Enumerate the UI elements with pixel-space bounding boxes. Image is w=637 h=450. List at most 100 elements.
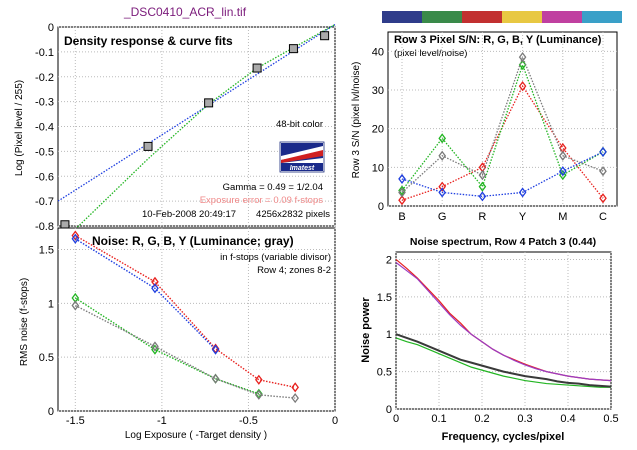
data-point — [478, 181, 487, 192]
panel4-title: Noise spectrum, Row 4 Patch 3 (0.44) — [410, 236, 596, 248]
y-tick-label: -0.5 — [35, 146, 54, 158]
x-tick-label: M — [558, 211, 567, 223]
color-patch — [422, 11, 462, 23]
y-tick-label: -0.1 — [35, 47, 54, 59]
series-line — [395, 261, 612, 382]
noise-chart: 0 0.5 1 1.5 -1.5 -1 -0.5 0 Noise: R, G, B, Y (L… — [19, 227, 338, 441]
image-size-label: 4256x2832 pixels — [256, 209, 330, 220]
data-point — [599, 193, 607, 204]
data-point — [518, 81, 527, 92]
data-point — [518, 187, 527, 198]
data-point — [398, 185, 406, 196]
gamma-label: Gamma = 0.49 = 1/2.04 — [223, 182, 323, 193]
y-tick-label: 0 — [378, 201, 384, 213]
x-tick-label: Y — [519, 211, 527, 223]
y-tick-label: 2 — [386, 254, 392, 266]
color-patch — [582, 11, 622, 23]
panel2-subtitle: (pixel level/noise) — [394, 48, 467, 59]
data-point — [478, 191, 487, 202]
color-patch — [462, 11, 502, 23]
data-point — [252, 63, 262, 73]
data-point — [438, 181, 447, 192]
data-point — [288, 44, 298, 54]
y-tick-label: 30 — [372, 85, 384, 97]
bit-depth-label: 48-bit color — [276, 119, 323, 130]
x-tick-label: 0 — [332, 415, 338, 427]
panel1-ylabel: Log (Pixel level / 255) — [14, 80, 25, 176]
svg-text:Imatest: Imatest — [290, 165, 315, 172]
data-point — [398, 173, 406, 185]
noise-spectrum-chart: Noise spectrum, Row 4 Patch 3 (0.44) 0 0.… — [360, 236, 619, 443]
data-point — [211, 344, 220, 355]
y-tick-label: -0.4 — [35, 122, 54, 134]
panel3-ylabel: RMS noise (f-stops) — [19, 278, 30, 366]
panel3-xlabel: Log Exposure ( -Target density ) — [125, 430, 267, 441]
x-tick-label: G — [438, 211, 447, 223]
x-tick-label: 0.4 — [560, 413, 575, 425]
fit-line — [57, 23, 336, 202]
data-point — [478, 169, 487, 181]
color-patch — [502, 11, 542, 23]
data-point — [151, 341, 159, 352]
density-response-chart: 0 -0.1 -0.2 -0.3 -0.4 -0.5 -0.6 -0.7 -0.8 Densit… — [14, 22, 336, 247]
timestamp-label: 10-Feb-2008 20:49:17 — [142, 209, 236, 220]
data-point — [204, 98, 214, 108]
y-tick-label: 0.5 — [377, 367, 392, 379]
data-point — [291, 382, 299, 393]
x-tick-label: 0.1 — [431, 413, 446, 425]
series-line — [74, 234, 296, 389]
data-point — [438, 150, 447, 161]
data-point — [291, 392, 299, 404]
series-line — [74, 304, 296, 399]
y-tick-label: 40 — [372, 46, 384, 58]
panel4-xlabel: Frequency, cycles/pixel — [442, 431, 565, 443]
data-point — [518, 52, 527, 63]
figure-title: _DSC0410_ACR_lin.tif — [123, 5, 247, 19]
color-patch-strip — [382, 11, 622, 23]
data-point — [438, 187, 447, 198]
sn-chart: Row 3 Pixel S/N: R, G, B, Y (Luminance) … — [351, 31, 618, 223]
panel3-inner-title: Noise: R, G, B, Y (Luminance; gray) — [92, 234, 294, 248]
exposure-error-label: Exposure error = 0.09 f-stops — [200, 195, 324, 206]
color-patch — [382, 11, 422, 23]
data-point — [255, 374, 263, 385]
x-tick-label: -0.5 — [239, 415, 258, 427]
x-tick-label: 0.5 — [603, 413, 618, 425]
color-patch — [542, 11, 582, 23]
y-tick-label: 0 — [48, 406, 54, 418]
data-point — [558, 169, 567, 181]
data-point — [151, 283, 159, 294]
x-tick-label: C — [599, 211, 607, 223]
y-tick-label: 0.5 — [39, 352, 54, 364]
x-tick-label: B — [398, 211, 405, 223]
panel1-inner-title: Density response & curve fits — [64, 34, 233, 48]
x-tick-label: 0.2 — [474, 413, 489, 425]
series-line — [74, 238, 217, 351]
x-tick-label: -1.5 — [66, 415, 85, 427]
series-line — [401, 55, 604, 193]
data-point — [438, 133, 447, 144]
y-tick-label: -0.7 — [35, 196, 54, 208]
data-point — [71, 300, 80, 311]
y-tick-label: 20 — [372, 124, 384, 136]
y-tick-label: -0.6 — [35, 171, 54, 183]
y-tick-label: 0 — [48, 22, 54, 34]
series-line — [401, 62, 604, 191]
panel3-frame — [57, 227, 336, 412]
y-tick-label: 1.5 — [39, 245, 54, 257]
series-line — [401, 151, 604, 197]
panel2-title: Row 3 Pixel S/N: R, G, B, Y (Luminance) — [394, 34, 602, 46]
data-point — [398, 195, 406, 206]
y-tick-label: -0.3 — [35, 97, 54, 109]
series-line — [395, 337, 611, 388]
x-tick-label: -1 — [157, 415, 167, 427]
y-tick-label: 10 — [372, 162, 384, 174]
series-line — [401, 84, 604, 201]
data-point — [320, 31, 330, 41]
panel2-ylabel: Row 3 S/N (pixel lvl/noise) — [351, 62, 362, 179]
data-point — [143, 141, 153, 151]
x-tick-label: 0 — [393, 413, 399, 425]
data-point — [398, 187, 406, 198]
data-point — [558, 166, 567, 177]
